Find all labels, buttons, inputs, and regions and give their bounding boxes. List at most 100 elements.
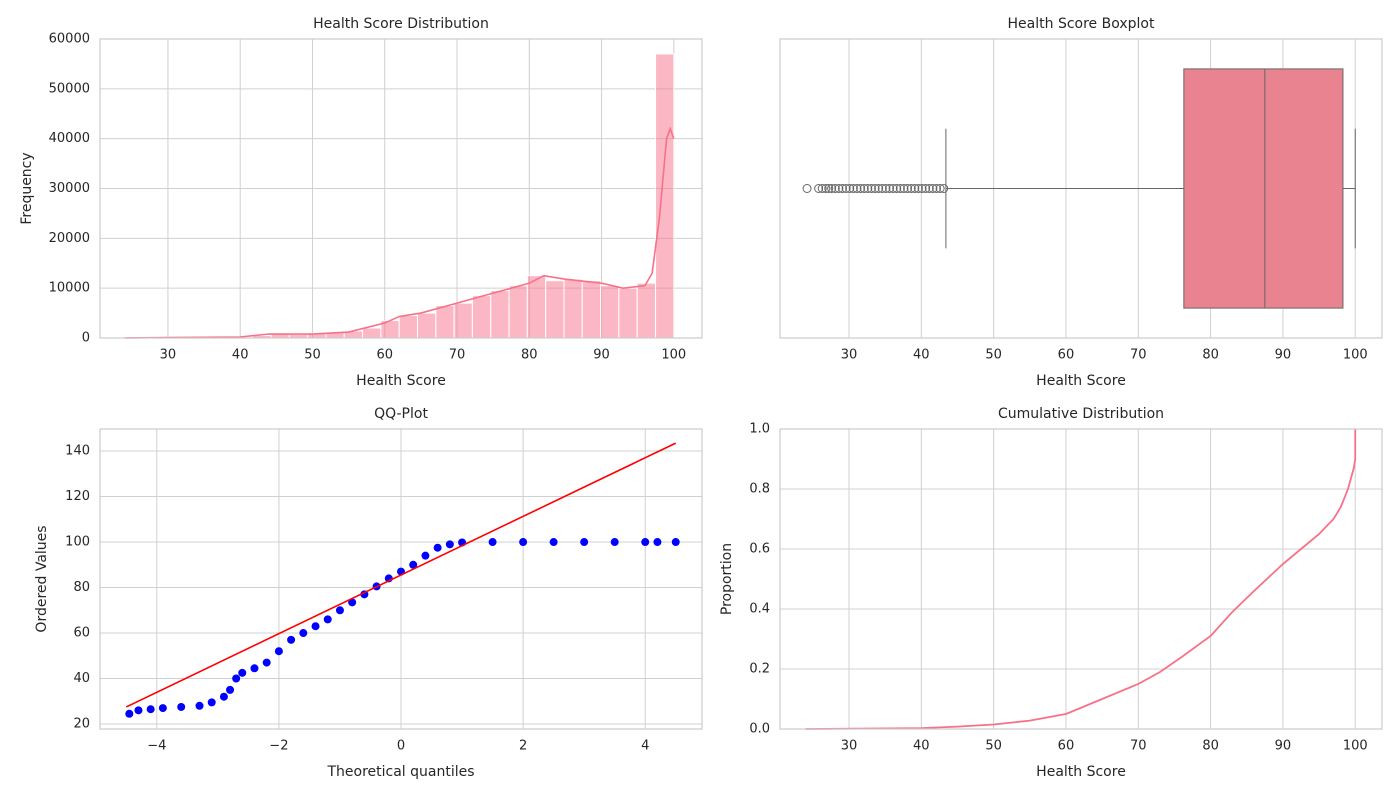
- outlier: [924, 184, 934, 193]
- qq-point: [207, 698, 216, 707]
- chart-title: Cumulative Distribution: [998, 406, 1164, 422]
- x-tick-label: 80: [1202, 348, 1219, 363]
- outlier: [814, 184, 824, 193]
- outlier: [802, 184, 812, 193]
- bar: [526, 275, 547, 339]
- y-tick-label: 40000: [49, 131, 90, 146]
- x-tick-label: 30: [841, 739, 858, 754]
- y-axis-label: Ordered Values: [34, 525, 50, 632]
- bar: [435, 305, 455, 339]
- outlier: [834, 184, 844, 193]
- qq-point: [311, 622, 320, 631]
- outlier: [906, 184, 916, 193]
- qq-point: [580, 538, 589, 547]
- x-tick-label: 40: [913, 348, 930, 363]
- y-tick-label: 100: [65, 535, 90, 550]
- qq-point: [519, 538, 528, 547]
- y-tick-label: 60000: [49, 32, 90, 47]
- outlier: [910, 184, 920, 193]
- outlier: [848, 184, 858, 193]
- bar: [490, 290, 510, 339]
- outlier: [932, 184, 942, 193]
- outlier: [928, 184, 938, 193]
- outlier: [888, 184, 898, 193]
- outlier: [827, 184, 837, 193]
- y-tick-label: 30000: [49, 181, 90, 196]
- outlier: [935, 184, 945, 193]
- qq-point: [195, 701, 204, 710]
- qq-point: [219, 692, 228, 701]
- outlier: [881, 184, 891, 193]
- outlier: [863, 184, 873, 193]
- fit-line: [125, 442, 677, 708]
- x-tick-label: 80: [1202, 739, 1219, 754]
- chart-title: QQ-Plot: [374, 406, 428, 422]
- bar: [362, 327, 382, 339]
- outlier: [821, 184, 831, 193]
- outlier: [817, 184, 827, 193]
- qq-point: [226, 685, 235, 694]
- outlier: [845, 184, 855, 193]
- x-tick-label: 0: [397, 739, 405, 754]
- axes-frame: [99, 428, 703, 730]
- outlier: [837, 184, 847, 193]
- outlier: [917, 184, 927, 193]
- outlier: [824, 184, 834, 193]
- qq-point: [549, 538, 558, 547]
- bar: [563, 278, 583, 339]
- y-tick-label: 0.2: [749, 662, 770, 677]
- outlier: [913, 184, 923, 193]
- x-tick-label: 40: [913, 739, 930, 754]
- chart-title: Health Score Distribution: [313, 16, 489, 32]
- x-axis-label: Theoretical quantiles: [326, 764, 474, 780]
- y-tick-label: 10000: [49, 281, 90, 296]
- qq-point: [125, 709, 134, 718]
- qq-point: [287, 635, 296, 644]
- bar: [416, 312, 437, 339]
- x-tick-label: 50: [985, 739, 1002, 754]
- qq-point: [250, 664, 259, 673]
- qq-point: [610, 538, 619, 547]
- bar: [600, 285, 620, 339]
- x-tick-label: 40: [232, 348, 249, 363]
- bar: [581, 280, 602, 339]
- outlier: [892, 184, 902, 193]
- qq-point: [177, 702, 186, 711]
- qq-point: [146, 705, 155, 714]
- qq-point: [671, 538, 680, 547]
- bar: [398, 315, 418, 339]
- outlier: [830, 184, 840, 193]
- bar: [453, 302, 473, 339]
- x-tick-label: 100: [1343, 739, 1368, 754]
- y-tick-label: 120: [65, 489, 90, 504]
- y-axis-label: Proportion: [719, 543, 735, 615]
- qq-point: [445, 540, 454, 549]
- box: [1183, 68, 1344, 309]
- y-tick-label: 40: [73, 671, 90, 686]
- outlier: [921, 184, 931, 193]
- x-tick-label: 2: [519, 739, 527, 754]
- x-axis-label: Health Score: [1036, 764, 1126, 780]
- outlier: [899, 184, 909, 193]
- x-tick-label: −4: [147, 739, 166, 754]
- outlier: [859, 184, 869, 193]
- y-tick-label: 1.0: [749, 422, 770, 437]
- kde-line: [124, 126, 675, 339]
- y-axis-label: Frequency: [19, 152, 35, 224]
- bar: [471, 295, 492, 339]
- y-tick-label: 20000: [49, 231, 90, 246]
- x-tick-label: 70: [1130, 348, 1147, 363]
- qq-point: [238, 668, 247, 677]
- x-tick-label: 90: [1275, 348, 1292, 363]
- outlier: [866, 184, 876, 193]
- x-tick-label: 30: [160, 348, 177, 363]
- qq-point: [323, 615, 332, 624]
- y-tick-label: 0.8: [749, 482, 770, 497]
- x-tick-label: 50: [304, 348, 321, 363]
- outlier: [877, 184, 887, 193]
- x-tick-label: 60: [1058, 348, 1075, 363]
- axes-frame: [779, 38, 1383, 339]
- x-tick-label: 4: [641, 739, 649, 754]
